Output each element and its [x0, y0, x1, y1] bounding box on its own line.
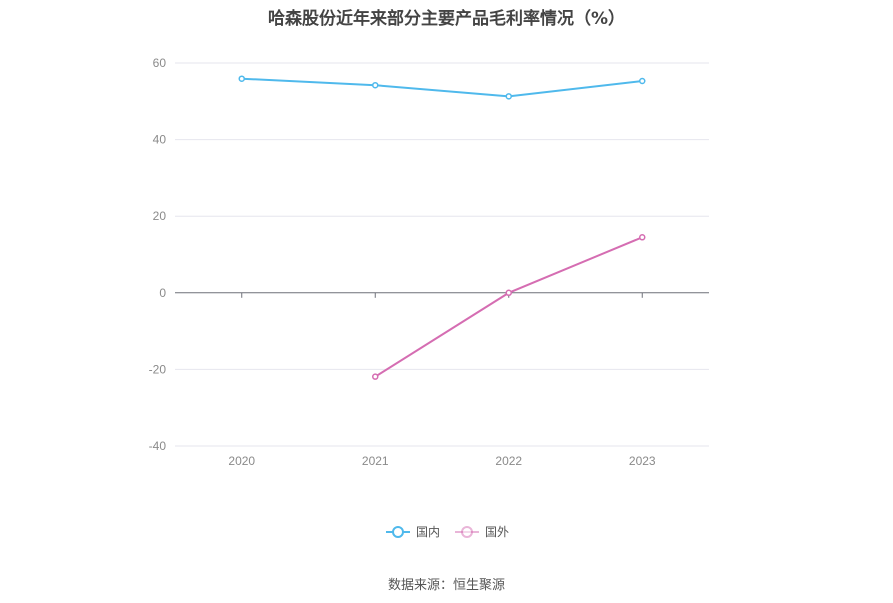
x-tick-label: 2022 — [495, 454, 522, 468]
x-tick-label: 2020 — [228, 454, 255, 468]
x-tick-label: 2023 — [629, 454, 656, 468]
y-tick-label: -20 — [149, 362, 167, 376]
legend[interactable]: 国内 国外 — [386, 525, 509, 539]
legend-label: 国外 — [485, 525, 509, 539]
data-point[interactable] — [372, 373, 379, 380]
data-point[interactable] — [372, 81, 379, 89]
series-line-0 — [241, 77, 643, 98]
data-point[interactable] — [238, 75, 245, 82]
y-tick-label: -40 — [149, 439, 167, 453]
chart-title: 哈森股份近年来部分主要产品毛利率情况（%） — [267, 9, 626, 29]
data-point[interactable] — [639, 77, 646, 85]
data-point[interactable] — [639, 234, 646, 241]
legend-label: 国内 — [416, 525, 440, 539]
legend-marker — [461, 526, 473, 538]
legend-marker — [392, 526, 404, 538]
data-point[interactable] — [505, 93, 512, 100]
y-tick-label: 0 — [159, 286, 166, 300]
y-tick-label: 20 — [153, 209, 167, 223]
x-axis: 2020 2021 2022 2023 — [175, 292, 709, 468]
y-tick-label: 40 — [153, 133, 167, 147]
series-lines — [238, 75, 646, 380]
data-point[interactable] — [505, 289, 512, 297]
x-tick-label: 2021 — [362, 454, 389, 468]
legend-item-1[interactable]: 国外 — [455, 525, 509, 539]
legend-item-0[interactable]: 国内 — [386, 525, 440, 539]
series-line-1 — [374, 236, 643, 378]
data-source: 数据来源：恒生聚源 — [387, 578, 505, 593]
y-tick-label: 60 — [153, 56, 167, 70]
y-axis-ticks: 60 40 20 0 -20 -40 — [149, 56, 167, 453]
gridlines — [175, 62, 709, 447]
